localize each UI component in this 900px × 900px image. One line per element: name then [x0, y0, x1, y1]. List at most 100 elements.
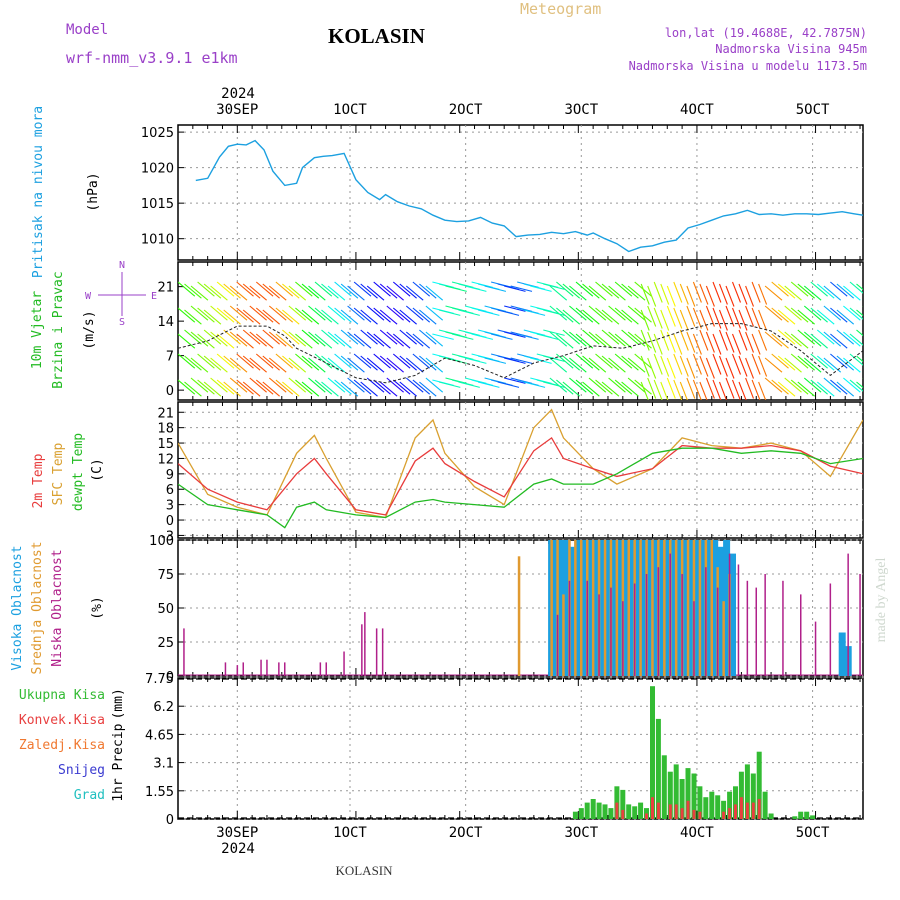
- wind-barb: [353, 281, 372, 297]
- bottom-date-label: 30SEP: [216, 825, 258, 841]
- wind-barb: [621, 381, 639, 397]
- wind-barb: [731, 281, 742, 303]
- wind-barb: [347, 285, 365, 301]
- convective-precip-bar: [651, 797, 654, 819]
- wind-barb: [705, 377, 715, 399]
- wind-barb: [836, 309, 855, 325]
- wind-barb: [686, 331, 696, 353]
- wind-barb: [308, 377, 326, 393]
- wind-barb: [843, 285, 861, 301]
- wind-barb: [810, 281, 828, 297]
- wind-barb: [366, 285, 385, 301]
- wind-barb: [562, 283, 581, 299]
- wind-barb: [392, 353, 411, 369]
- mid-cloud-bar: [591, 540, 595, 676]
- wind-barb: [777, 329, 796, 345]
- high-cloud-bar: [687, 540, 695, 676]
- wind-barb: [862, 378, 863, 379]
- wind-barb: [295, 307, 313, 323]
- wind-barb: [308, 331, 326, 347]
- total-precip-bar: [715, 795, 721, 819]
- wind-barb: [803, 285, 822, 301]
- convective-precip-bar: [739, 797, 743, 819]
- high-cloud-bar: [616, 540, 624, 676]
- high-cloud-bar: [651, 540, 659, 676]
- wind-barb: [308, 285, 326, 301]
- wind-barb: [843, 377, 861, 393]
- wind-barb: [856, 381, 863, 389]
- wind-direction-key: N W E S: [85, 260, 157, 328]
- wind-barb: [790, 353, 809, 369]
- wind-barb: [640, 283, 650, 305]
- wind-barb: [595, 333, 613, 349]
- y-tick-label: 3: [166, 499, 174, 514]
- wind-barb: [712, 353, 722, 375]
- wind-barb: [718, 309, 728, 331]
- cloud-ylabel-mid: Srednja Oblacnost: [30, 541, 45, 674]
- wind-barb: [856, 355, 863, 363]
- wind-barb: [751, 333, 761, 355]
- wind-barb: [588, 357, 607, 373]
- wind-barb: [405, 331, 424, 347]
- wind-barb: [203, 329, 222, 345]
- convective-precip-bar: [645, 813, 648, 819]
- low-cloud-bar: [622, 601, 624, 676]
- wind-barb: [255, 307, 274, 323]
- wind-barb: [178, 333, 196, 349]
- wind-barb: [803, 357, 822, 373]
- precip-legend: Ukupna Kisa Konvek.Kisa Zaledj.Kisa Snij…: [19, 688, 105, 803]
- high-cloud-bar: [604, 540, 612, 676]
- low-cloud-bar: [755, 587, 757, 676]
- wind-barb: [236, 333, 254, 349]
- model-altitude-text: Nadmorska Visina u modelu 1173.5m: [629, 59, 867, 73]
- wind-barb: [816, 381, 835, 397]
- wind-barb: [242, 329, 261, 345]
- high-cloud-bar: [598, 540, 606, 676]
- wind-barb: [725, 305, 735, 327]
- wind-barb: [692, 333, 702, 355]
- low-cloud-bar: [361, 624, 363, 676]
- wind-barb: [523, 309, 546, 316]
- wind-barb: [699, 309, 709, 331]
- convective-precip-bar: [621, 809, 625, 819]
- top-date-label: 30SEP: [216, 102, 258, 118]
- lonlat-text: lon,lat (19.4688E, 42.7875N): [665, 26, 867, 40]
- high-cloud-bar: [574, 540, 582, 676]
- wind-barb: [810, 307, 828, 323]
- wind-barb: [249, 331, 267, 347]
- wind-barb: [464, 285, 487, 292]
- temp-sfc-line: [178, 408, 863, 519]
- wind-barb: [255, 333, 274, 349]
- y-tick-label: 0: [166, 514, 174, 529]
- wind-barb: [223, 329, 241, 345]
- wind-barb: [229, 305, 248, 321]
- temp-ylabel-2m: 2m Temp: [31, 453, 46, 508]
- wind-barb: [784, 357, 802, 373]
- wind-barb: [862, 358, 863, 359]
- wind-barb: [190, 285, 209, 301]
- total-precip-bar: [608, 808, 614, 819]
- total-precip-bar: [661, 755, 667, 819]
- wind-barb: [282, 355, 300, 371]
- wind-barb: [777, 283, 796, 299]
- wind-barb: [275, 307, 294, 323]
- station-title: KOLASIN: [328, 24, 425, 48]
- y-tick-label: 7.75: [145, 672, 174, 687]
- y-tick-label: 0: [166, 384, 174, 399]
- cloud-ylabel-high: Visoka Oblacnost: [10, 545, 25, 670]
- bottom-year-label: 2024: [221, 841, 255, 857]
- wind-barb: [190, 377, 209, 393]
- total-precip-bar: [667, 771, 673, 819]
- wind-barb: [679, 329, 689, 351]
- wind-barb: [582, 329, 600, 345]
- wind-barb: [197, 379, 215, 395]
- wind-barb: [425, 285, 444, 301]
- wind-barb: [764, 377, 783, 393]
- wind-barb: [295, 281, 313, 297]
- wind-barb: [679, 283, 689, 305]
- wind-barb: [288, 305, 307, 321]
- wind-barb: [392, 281, 411, 297]
- wind-barb: [725, 331, 735, 353]
- wind-barb: [771, 333, 789, 349]
